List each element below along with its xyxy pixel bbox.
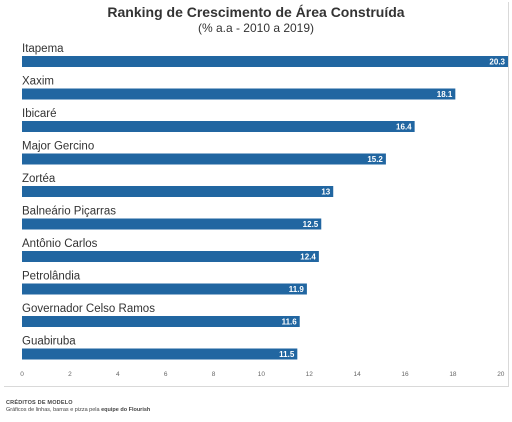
bar-chart: Itapema 20.3 Xaxim 18.1 Ibicaré 16.4 Major Ger… bbox=[20, 43, 508, 378]
footer-credits: CRÉDITOS DE MODELO bbox=[6, 400, 73, 406]
bar[interactable] bbox=[22, 121, 415, 132]
value-label: 11.6 bbox=[282, 317, 298, 326]
value-label: 15.2 bbox=[367, 155, 383, 164]
value-label: 12.5 bbox=[303, 220, 319, 229]
x-tick-label: 12 bbox=[306, 371, 314, 378]
category-label: Zortéa bbox=[22, 173, 56, 185]
bar[interactable] bbox=[22, 283, 307, 295]
footer-text-prefix: Gráficos de linhas, barras e pizza pela bbox=[6, 407, 102, 413]
value-label: 16.4 bbox=[396, 122, 412, 131]
category-label: Guabiruba bbox=[22, 336, 76, 348]
value-label: 13 bbox=[321, 187, 330, 196]
bar[interactable] bbox=[22, 251, 319, 262]
x-tick-label: 14 bbox=[354, 371, 362, 378]
value-label: 20.3 bbox=[489, 57, 505, 66]
footer-link[interactable]: equipe do Flourish bbox=[101, 407, 151, 413]
category-label: Itapema bbox=[22, 43, 64, 55]
value-label: 18.1 bbox=[437, 90, 453, 99]
bar[interactable] bbox=[22, 56, 508, 67]
x-tick-label: 10 bbox=[258, 371, 266, 378]
category-label: Major Gercino bbox=[22, 141, 94, 153]
x-tick-label: 0 bbox=[20, 371, 24, 378]
x-tick-label: 8 bbox=[212, 371, 216, 378]
category-label: Petrolândia bbox=[22, 271, 81, 283]
x-tick-label: 16 bbox=[401, 371, 409, 378]
x-tick-label: 18 bbox=[449, 371, 457, 378]
footer: CRÉDITOS DE MODELO Gráficos de linhas, b… bbox=[6, 400, 150, 413]
x-tick-label: 20 bbox=[497, 371, 505, 378]
chart-title: Ranking de Crescimento de Área Construíd… bbox=[107, 4, 405, 20]
x-tick-label: 6 bbox=[164, 371, 168, 378]
chart-subtitle: (% a.a - 2010 a 2019) bbox=[197, 21, 315, 35]
bar[interactable] bbox=[22, 218, 322, 230]
bar[interactable] bbox=[22, 153, 386, 165]
value-label: 11.9 bbox=[289, 285, 305, 294]
category-label: Antônio Carlos bbox=[22, 238, 98, 250]
footer-text: Gráficos de linhas, barras e pizza pela … bbox=[6, 407, 150, 413]
category-label: Xaxim bbox=[22, 76, 54, 88]
category-label: Ibicaré bbox=[22, 108, 57, 120]
bar[interactable] bbox=[22, 316, 300, 327]
bar[interactable] bbox=[22, 88, 456, 100]
bar[interactable] bbox=[22, 348, 298, 360]
x-tick-label: 2 bbox=[68, 371, 72, 378]
bar[interactable] bbox=[22, 186, 334, 197]
value-label: 11.5 bbox=[279, 350, 295, 359]
category-label: Balneário Piçarras bbox=[22, 206, 116, 218]
value-label: 12.4 bbox=[300, 252, 316, 261]
category-label: Governador Celso Ramos bbox=[22, 303, 155, 315]
x-tick-label: 4 bbox=[116, 371, 120, 378]
